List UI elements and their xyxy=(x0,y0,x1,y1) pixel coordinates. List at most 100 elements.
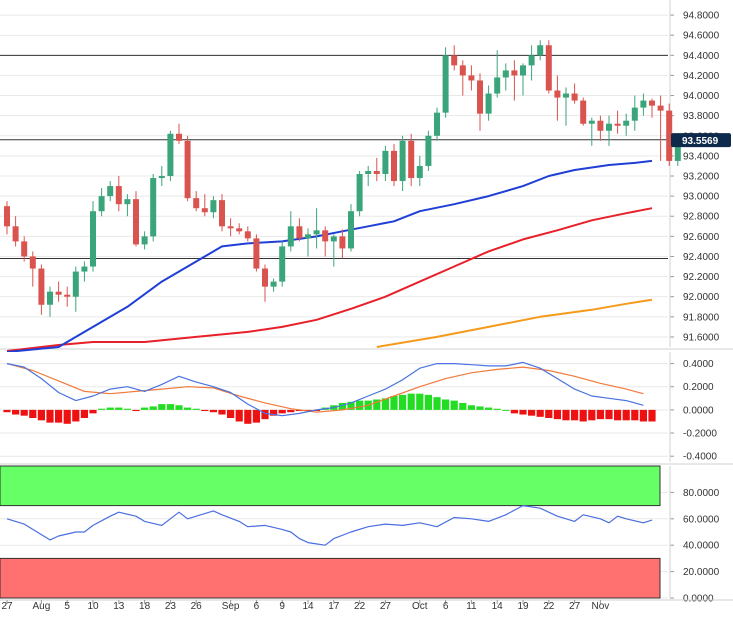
macd-histogram-bar-negative xyxy=(553,409,561,420)
macd-tick-label: 0.2000 xyxy=(683,382,714,393)
macd-histogram-bar-negative xyxy=(287,409,295,413)
price-tick-label: 92.0000 xyxy=(683,292,720,303)
macd-histogram-bar-negative xyxy=(545,409,553,418)
price-tick-label: 92.2000 xyxy=(683,272,720,283)
macd-histogram-bar-positive xyxy=(450,400,458,410)
macd-histogram-bar-positive xyxy=(407,393,415,410)
x-tick-label: 9 xyxy=(279,601,285,612)
candle-down xyxy=(4,206,10,227)
candle-up xyxy=(485,93,492,114)
x-tick-label: 14 xyxy=(302,601,314,612)
macd-histogram-bar-negative xyxy=(528,409,536,416)
x-tick-label: 22 xyxy=(543,601,555,612)
x-tick-label: 11 xyxy=(466,601,477,612)
candle-down xyxy=(29,256,36,269)
price-plot-area xyxy=(0,0,668,347)
candle-up xyxy=(47,291,53,305)
candle-down xyxy=(477,80,483,114)
macd-histogram-bar-positive xyxy=(467,405,475,410)
macd-histogram-bar-negative xyxy=(132,409,140,412)
macd-tick-label: -0.4000 xyxy=(683,452,717,463)
macd-histogram-bar-positive xyxy=(347,401,355,410)
macd-histogram-bar-positive xyxy=(390,396,398,410)
macd-histogram-bar-positive xyxy=(184,407,192,410)
price-tick-label: 93.0000 xyxy=(683,192,720,203)
candle-up xyxy=(90,211,96,267)
price-tick-label: 94.2000 xyxy=(683,71,720,82)
macd-histogram-bar-negative xyxy=(218,409,226,415)
x-tick-label: Sep xyxy=(222,601,240,612)
macd-histogram-bar-negative xyxy=(29,409,37,418)
macd-tick-label: 0.4000 xyxy=(683,359,714,370)
macd-histogram-bar-negative xyxy=(631,409,639,421)
macd-histogram-bar-negative xyxy=(261,409,269,420)
x-tick-label: 17 xyxy=(328,601,340,612)
x-tick-label: 27 xyxy=(1,601,13,612)
candle-up xyxy=(279,246,286,282)
price-tick-label: 92.4000 xyxy=(683,252,720,263)
x-tick-label: 6 xyxy=(443,601,449,612)
macd-histogram-bar-positive xyxy=(141,407,149,410)
candle-up xyxy=(623,120,630,126)
candle-up xyxy=(537,45,544,56)
macd-histogram-bar-negative xyxy=(3,409,11,413)
x-tick-label: 18 xyxy=(139,601,151,612)
macd-histogram-bar-positive xyxy=(373,399,381,410)
candle-down xyxy=(38,268,45,305)
x-tick-label: 6 xyxy=(254,601,260,612)
candle-up xyxy=(81,266,88,272)
macd-histogram-bar-negative xyxy=(201,409,209,412)
candle-up xyxy=(425,135,432,166)
macd-histogram-bar-positive xyxy=(192,408,200,410)
candle-up xyxy=(588,120,595,124)
macd-histogram-bar-negative xyxy=(648,409,656,422)
candle-up xyxy=(330,236,337,242)
price-tick-label: 93.4000 xyxy=(683,151,720,162)
candle-up xyxy=(640,100,647,108)
candle-up xyxy=(563,93,569,98)
candle-down xyxy=(597,120,604,131)
candle-up xyxy=(167,133,174,177)
macd-histogram-bar-positive xyxy=(158,404,166,410)
candle-down xyxy=(571,93,578,101)
macd-histogram-bar-negative xyxy=(519,409,527,415)
macd-histogram-bar-negative xyxy=(510,409,518,414)
macd-histogram-bar-negative xyxy=(80,409,88,418)
macd-histogram-bar-negative xyxy=(227,409,235,418)
rsi-tick-label: 0.0000 xyxy=(683,594,714,605)
macd-histogram-bar-positive xyxy=(338,402,346,410)
candle-down xyxy=(373,170,380,175)
price-tick-label: 94.0000 xyxy=(683,91,720,102)
macd-histogram-bar-negative xyxy=(614,409,622,421)
candle-down xyxy=(55,291,62,295)
candle-up xyxy=(98,196,105,212)
macd-histogram-bar-positive xyxy=(416,393,424,410)
candle-up xyxy=(150,178,157,237)
candle-up xyxy=(287,226,294,247)
macd-histogram-bar-negative xyxy=(46,409,54,423)
macd-histogram-bar-positive xyxy=(106,407,114,410)
price-tick-label: 93.8000 xyxy=(683,111,720,122)
candle-down xyxy=(468,75,475,81)
macd-histogram-bar-negative xyxy=(562,409,570,421)
macd-histogram-bar-negative xyxy=(536,409,544,417)
sma-fast-line xyxy=(6,159,653,353)
candle-down xyxy=(176,133,182,141)
macd-panel: -0.4000 -0.2000 0.0000 0.2000 0.4000 xyxy=(0,352,733,465)
candle-down xyxy=(201,208,208,213)
sma-mid-line xyxy=(6,207,653,352)
candle-down xyxy=(296,226,303,239)
candle-down xyxy=(459,65,466,76)
candle-down xyxy=(115,186,122,205)
candle-down xyxy=(666,110,673,161)
candle-up xyxy=(382,150,389,175)
rsi-tick-label: 20.0000 xyxy=(683,567,720,578)
macd-histogram-bar-positive xyxy=(442,399,450,410)
candle-down xyxy=(511,70,518,76)
candle-up xyxy=(348,211,354,249)
macd-histogram-bar-positive xyxy=(356,400,364,410)
candle-up xyxy=(270,281,277,287)
x-tick-label: 26 xyxy=(191,601,203,612)
macd-histogram-bar-positive xyxy=(476,406,484,410)
x-tick-label: 13 xyxy=(113,601,125,612)
